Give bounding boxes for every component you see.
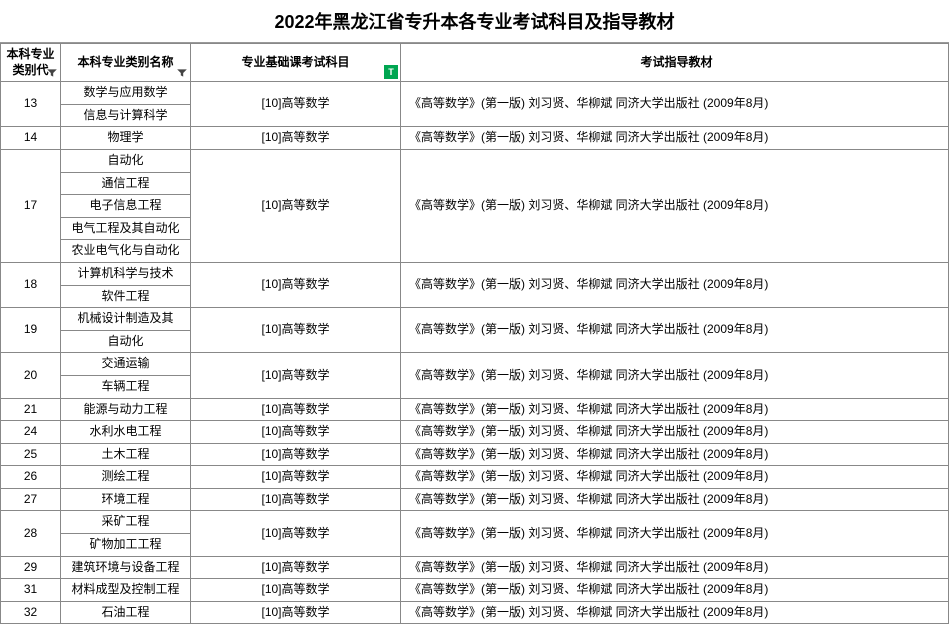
table-row: 18计算机科学与技术[10]高等数学《高等数学》(第一版) 刘习贤、华柳斌 同济…	[1, 262, 949, 285]
page-title: 2022年黑龙江省专升本各专业考试科目及指导教材	[0, 0, 949, 43]
cell-book: 《高等数学》(第一版) 刘习贤、华柳斌 同济大学出版社 (2009年8月)	[401, 421, 949, 444]
majors-table: 本科专业类别代 本科专业类别名称 专业基础课考试科目 T 考试指导教材 13数学…	[0, 43, 949, 624]
cell-book: 《高等数学》(第一版) 刘习贤、华柳斌 同济大学出版社 (2009年8月)	[401, 511, 949, 556]
cell-code: 27	[1, 488, 61, 511]
cell-subject: [10]高等数学	[191, 82, 401, 127]
table-row: 25土木工程[10]高等数学《高等数学》(第一版) 刘习贤、华柳斌 同济大学出版…	[1, 443, 949, 466]
cell-book: 《高等数学》(第一版) 刘习贤、华柳斌 同济大学出版社 (2009年8月)	[401, 398, 949, 421]
cell-major: 软件工程	[61, 285, 191, 308]
cell-book: 《高等数学》(第一版) 刘习贤、华柳斌 同济大学出版社 (2009年8月)	[401, 149, 949, 262]
cell-subject: [10]高等数学	[191, 127, 401, 150]
cell-code: 29	[1, 556, 61, 579]
header-name[interactable]: 本科专业类别名称	[61, 44, 191, 82]
cell-subject: [10]高等数学	[191, 421, 401, 444]
filter-icon[interactable]	[46, 67, 58, 79]
cell-code: 26	[1, 466, 61, 489]
cell-major: 物理学	[61, 127, 191, 150]
table-row: 14物理学[10]高等数学《高等数学》(第一版) 刘习贤、华柳斌 同济大学出版社…	[1, 127, 949, 150]
table-row: 13数学与应用数学[10]高等数学《高等数学》(第一版) 刘习贤、华柳斌 同济大…	[1, 82, 949, 105]
cell-code: 25	[1, 443, 61, 466]
cell-major: 电子信息工程	[61, 195, 191, 218]
cell-major: 自动化	[61, 149, 191, 172]
cell-code: 20	[1, 353, 61, 398]
table-row: 19机械设计制造及其[10]高等数学《高等数学》(第一版) 刘习贤、华柳斌 同济…	[1, 308, 949, 331]
header-name-label: 本科专业类别名称	[77, 55, 173, 69]
cell-major: 计算机科学与技术	[61, 262, 191, 285]
cell-book: 《高等数学》(第一版) 刘习贤、华柳斌 同济大学出版社 (2009年8月)	[401, 443, 949, 466]
cell-subject: [10]高等数学	[191, 511, 401, 556]
table-row: 29建筑环境与设备工程[10]高等数学《高等数学》(第一版) 刘习贤、华柳斌 同…	[1, 556, 949, 579]
cell-book: 《高等数学》(第一版) 刘习贤、华柳斌 同济大学出版社 (2009年8月)	[401, 127, 949, 150]
cell-code: 31	[1, 579, 61, 602]
cell-code: 18	[1, 262, 61, 307]
filter-icon[interactable]	[176, 67, 188, 79]
cell-major: 农业电气化与自动化	[61, 240, 191, 263]
cell-code: 32	[1, 601, 61, 624]
table-row: 27环境工程[10]高等数学《高等数学》(第一版) 刘习贤、华柳斌 同济大学出版…	[1, 488, 949, 511]
cell-major: 自动化	[61, 330, 191, 353]
table-row: 28采矿工程[10]高等数学《高等数学》(第一版) 刘习贤、华柳斌 同济大学出版…	[1, 511, 949, 534]
cell-major: 测绘工程	[61, 466, 191, 489]
cell-major: 土木工程	[61, 443, 191, 466]
cell-book: 《高等数学》(第一版) 刘习贤、华柳斌 同济大学出版社 (2009年8月)	[401, 353, 949, 398]
cell-major: 水利水电工程	[61, 421, 191, 444]
header-book-label: 考试指导教材	[640, 55, 712, 69]
cell-major: 数学与应用数学	[61, 82, 191, 105]
cell-major: 矿物加工工程	[61, 534, 191, 557]
cell-code: 13	[1, 82, 61, 127]
cell-subject: [10]高等数学	[191, 398, 401, 421]
cell-major: 交通运输	[61, 353, 191, 376]
cell-book: 《高等数学》(第一版) 刘习贤、华柳斌 同济大学出版社 (2009年8月)	[401, 82, 949, 127]
table-row: 32石油工程[10]高等数学《高等数学》(第一版) 刘习贤、华柳斌 同济大学出版…	[1, 601, 949, 624]
cell-book: 《高等数学》(第一版) 刘习贤、华柳斌 同济大学出版社 (2009年8月)	[401, 466, 949, 489]
cell-subject: [10]高等数学	[191, 488, 401, 511]
cell-subject: [10]高等数学	[191, 353, 401, 398]
cell-code: 24	[1, 421, 61, 444]
cell-book: 《高等数学》(第一版) 刘习贤、华柳斌 同济大学出版社 (2009年8月)	[401, 488, 949, 511]
header-subject-label: 专业基础课考试科目	[241, 55, 349, 69]
cell-major: 通信工程	[61, 172, 191, 195]
cell-subject: [10]高等数学	[191, 579, 401, 602]
cell-major: 建筑环境与设备工程	[61, 556, 191, 579]
cell-subject: [10]高等数学	[191, 556, 401, 579]
cell-code: 14	[1, 127, 61, 150]
cell-code: 28	[1, 511, 61, 556]
cell-major: 采矿工程	[61, 511, 191, 534]
cell-subject: [10]高等数学	[191, 443, 401, 466]
cell-book: 《高等数学》(第一版) 刘习贤、华柳斌 同济大学出版社 (2009年8月)	[401, 262, 949, 307]
cell-major: 能源与动力工程	[61, 398, 191, 421]
cell-code: 17	[1, 149, 61, 262]
header-code[interactable]: 本科专业类别代	[1, 44, 61, 82]
header-subject[interactable]: 专业基础课考试科目 T	[191, 44, 401, 82]
cell-book: 《高等数学》(第一版) 刘习贤、华柳斌 同济大学出版社 (2009年8月)	[401, 579, 949, 602]
table-row: 26测绘工程[10]高等数学《高等数学》(第一版) 刘习贤、华柳斌 同济大学出版…	[1, 466, 949, 489]
cell-major: 机械设计制造及其	[61, 308, 191, 331]
header-row: 本科专业类别代 本科专业类别名称 专业基础课考试科目 T 考试指导教材	[1, 44, 949, 82]
table-row: 21能源与动力工程[10]高等数学《高等数学》(第一版) 刘习贤、华柳斌 同济大…	[1, 398, 949, 421]
t-flag-icon: T	[384, 65, 398, 79]
cell-code: 19	[1, 308, 61, 353]
cell-major: 环境工程	[61, 488, 191, 511]
cell-major: 车辆工程	[61, 375, 191, 398]
cell-major: 石油工程	[61, 601, 191, 624]
table-row: 17自动化[10]高等数学《高等数学》(第一版) 刘习贤、华柳斌 同济大学出版社…	[1, 149, 949, 172]
cell-subject: [10]高等数学	[191, 308, 401, 353]
cell-subject: [10]高等数学	[191, 601, 401, 624]
cell-major: 材料成型及控制工程	[61, 579, 191, 602]
cell-major: 电气工程及其自动化	[61, 217, 191, 240]
cell-book: 《高等数学》(第一版) 刘习贤、华柳斌 同济大学出版社 (2009年8月)	[401, 308, 949, 353]
cell-subject: [10]高等数学	[191, 149, 401, 262]
cell-subject: [10]高等数学	[191, 262, 401, 307]
cell-code: 21	[1, 398, 61, 421]
table-row: 31材料成型及控制工程[10]高等数学《高等数学》(第一版) 刘习贤、华柳斌 同…	[1, 579, 949, 602]
header-book[interactable]: 考试指导教材	[401, 44, 949, 82]
cell-book: 《高等数学》(第一版) 刘习贤、华柳斌 同济大学出版社 (2009年8月)	[401, 556, 949, 579]
cell-subject: [10]高等数学	[191, 466, 401, 489]
table-row: 20交通运输[10]高等数学《高等数学》(第一版) 刘习贤、华柳斌 同济大学出版…	[1, 353, 949, 376]
cell-book: 《高等数学》(第一版) 刘习贤、华柳斌 同济大学出版社 (2009年8月)	[401, 601, 949, 624]
cell-major: 信息与计算科学	[61, 104, 191, 127]
table-row: 24水利水电工程[10]高等数学《高等数学》(第一版) 刘习贤、华柳斌 同济大学…	[1, 421, 949, 444]
